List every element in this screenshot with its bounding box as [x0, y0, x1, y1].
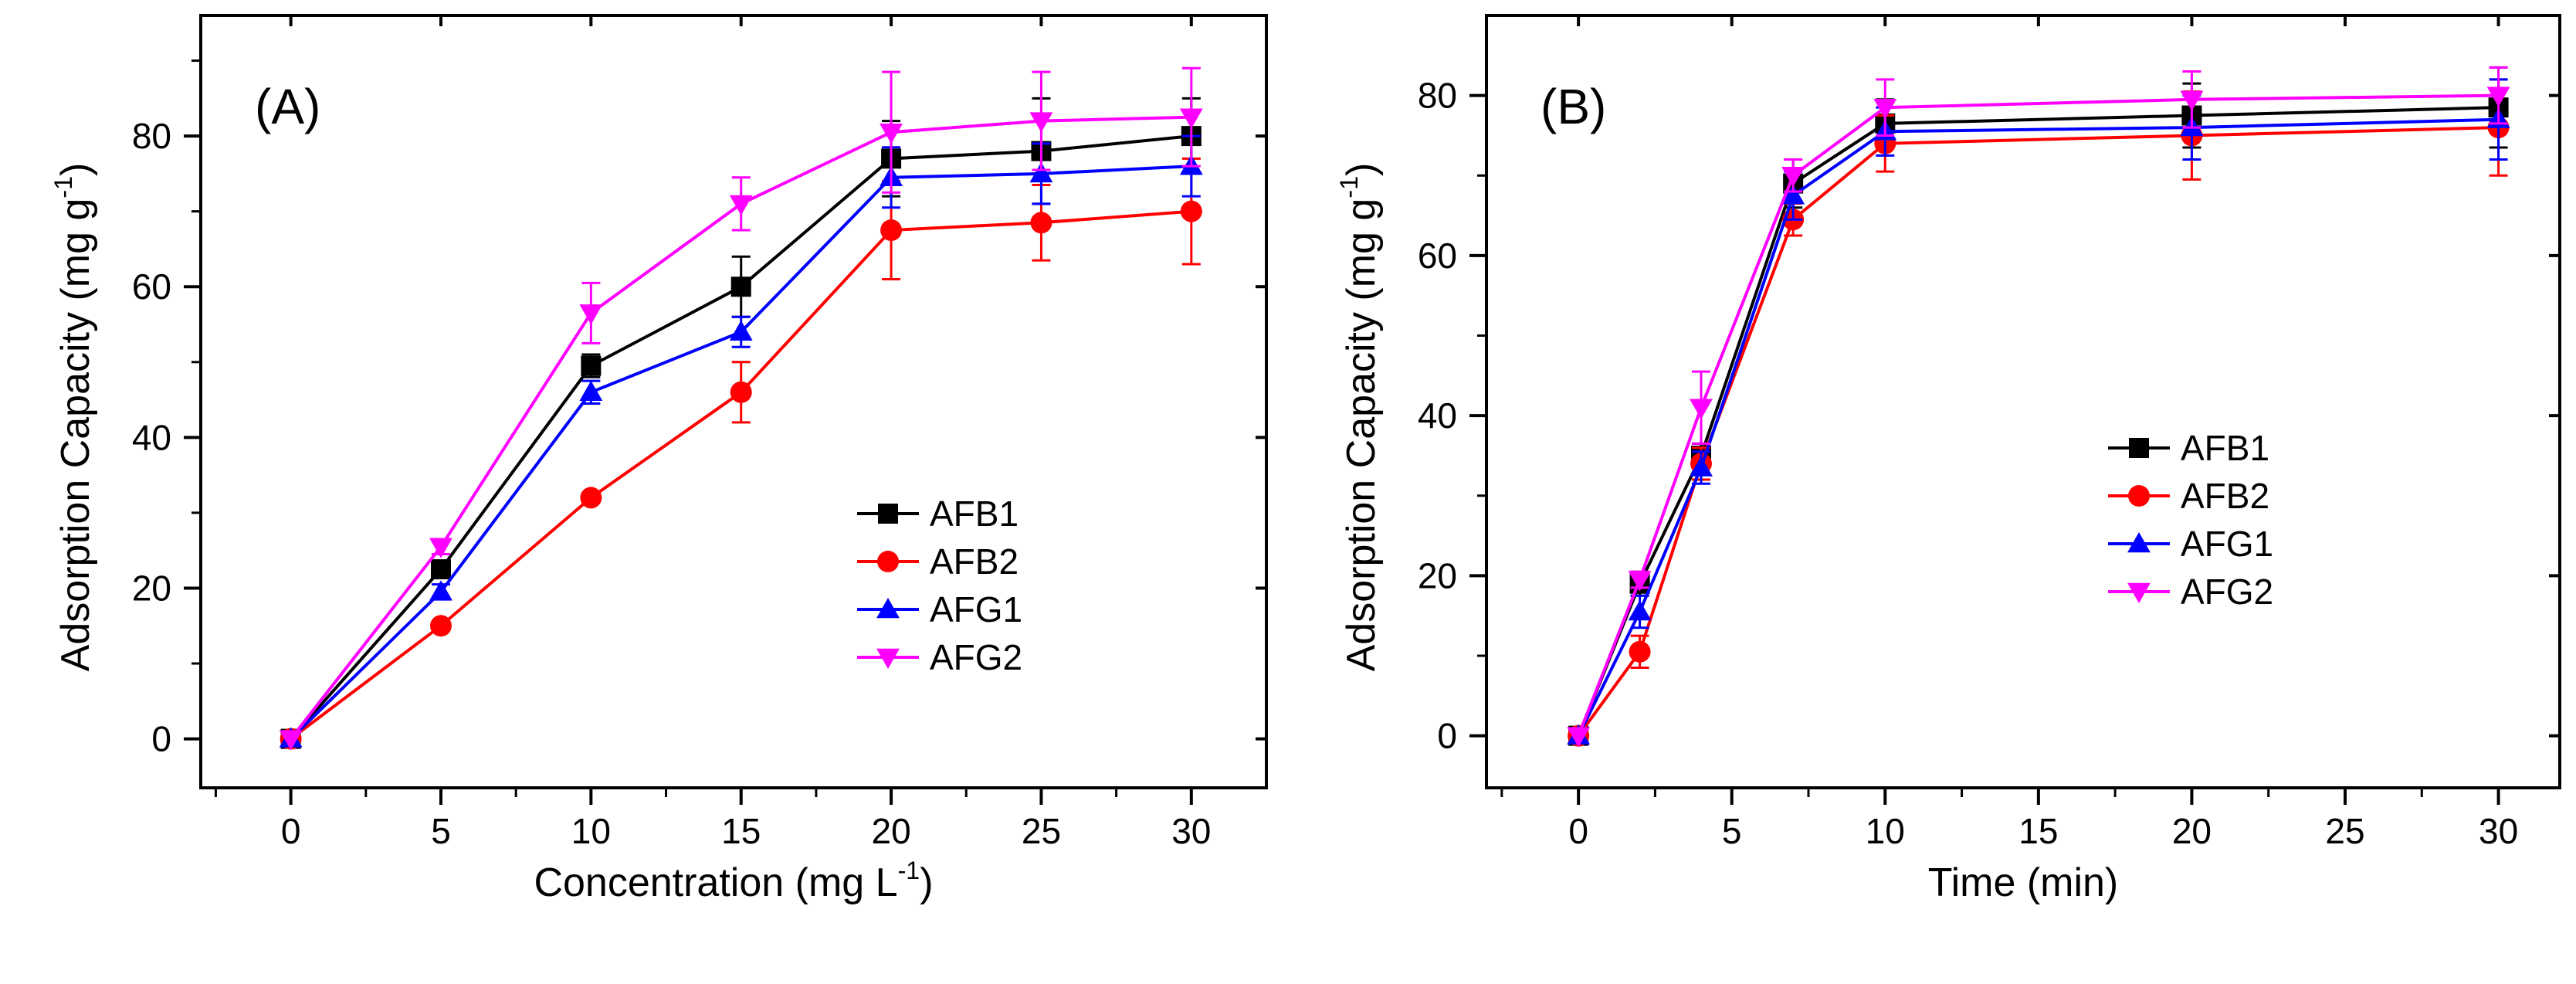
data-point-a-afb2-4	[880, 219, 903, 242]
y-tick-label-b-1: 20	[1418, 555, 1457, 595]
data-point-b-afg2-2	[1690, 399, 1713, 419]
data-point-b-afg1-3	[1781, 184, 1805, 205]
series-line-b-afg2	[1577, 93, 2499, 737]
x-tick-label-b-2: 10	[1866, 811, 1905, 851]
series-line-b-afg1	[1577, 117, 2499, 737]
data-point-a-afb2-5	[1030, 212, 1052, 234]
legend-label-a-afb1: AFB1	[930, 494, 1019, 534]
legend-marker-b-afb1	[2129, 438, 2149, 458]
x-axis-label-b: Time (min)	[1928, 860, 2119, 905]
y-axis-label-a: Adsorption Capacity (mg g-1)	[49, 163, 98, 672]
data-point-a-afg2-5	[1029, 112, 1053, 133]
x-tick-label-a-0: 0	[281, 811, 301, 851]
x-tick-label-a-2: 10	[571, 811, 611, 851]
data-point-a-afb2-3	[730, 381, 752, 403]
plot-frame-a	[199, 14, 1268, 789]
x-tick-label-a-4: 20	[871, 811, 910, 851]
x-tick-label-a-3: 15	[721, 811, 761, 851]
legend-label-b-afg2: AFG2	[2181, 572, 2273, 612]
data-point-a-afg1-3	[729, 320, 753, 341]
x-tick-label-b-1: 5	[1722, 811, 1742, 851]
data-point-a-afg2-0	[279, 730, 303, 751]
data-point-a-afg2-1	[429, 538, 452, 558]
panel-label-a: (A)	[255, 79, 320, 134]
x-tick-label-a-6: 30	[1171, 811, 1211, 851]
legend-a: AFB1 AFB2 AFG1 AFG2	[857, 494, 1022, 677]
data-point-a-afg1-2	[579, 380, 603, 402]
x-tick-label-b-4: 20	[2172, 811, 2212, 851]
series-line-a-afg1	[290, 165, 1191, 741]
series-line-b-afb2	[1577, 126, 2499, 737]
y-tick-label-a-4: 80	[132, 116, 171, 156]
series-a-afg2	[279, 66, 1203, 751]
y-tick-label-b-4: 80	[1418, 76, 1457, 116]
data-point-b-afg2-4	[1873, 98, 1897, 120]
data-point-a-afb1-1	[430, 559, 451, 580]
data-point-b-afg2-3	[1781, 167, 1805, 188]
data-point-b-afg2-5	[2180, 90, 2204, 111]
series-b-afb1	[1568, 66, 2509, 746]
legend-marker-a-afg1	[876, 598, 900, 619]
legend-marker-a-afb2	[877, 551, 899, 572]
data-point-a-afg2-4	[880, 124, 903, 144]
y-tick-label-b-0: 0	[1437, 716, 1457, 756]
legend-label-b-afg1: AFG1	[2181, 524, 2273, 564]
y-tick-label-b-3: 60	[1418, 236, 1457, 276]
data-point-a-afb1-3	[730, 277, 751, 297]
plot-frame-b	[1485, 14, 2561, 789]
legend-label-b-afb2: AFB2	[2181, 476, 2269, 516]
y-tick-label-a-0: 0	[151, 719, 171, 759]
data-point-a-afg1-5	[1029, 161, 1053, 183]
x-tick-label-a-5: 25	[1022, 811, 1061, 851]
data-point-a-afg2-2	[579, 304, 603, 325]
legend-marker-a-afg2	[876, 648, 900, 669]
data-point-b-afg2-6	[2486, 87, 2510, 107]
panel-a: 0 5 10 15 20 25 30 0 20 40 60 80 Concentration (mg L…	[49, 14, 1268, 905]
y-tick-label-a-2: 40	[132, 417, 171, 457]
legend-marker-b-afg2	[2127, 582, 2151, 603]
panel-label-b: (B)	[1541, 79, 1606, 134]
legend-b: AFB1 AFB2 AFG1 AFG2	[2108, 428, 2273, 612]
x-tick-label-b-0: 0	[1568, 811, 1588, 851]
x-tick-label-a-1: 5	[431, 811, 451, 851]
data-point-b-afg1-1	[1628, 600, 1652, 621]
data-point-a-afb1-2	[581, 355, 602, 376]
data-point-a-afg2-3	[729, 195, 753, 215]
data-point-b-afg1-2	[1690, 456, 1713, 477]
series-b-afg1	[1567, 78, 2510, 745]
y-tick-label-a-3: 60	[132, 266, 171, 307]
panel-b: 0 5 10 15 20 25 30 0 20 40 60 80 Time (min) Adsorptio…	[1335, 14, 2561, 905]
data-point-a-afg2-6	[1179, 108, 1203, 129]
series-a-afb2	[280, 157, 1202, 750]
y-axis-label-b: Adsorption Capacity (mg g-1)	[1335, 163, 1384, 672]
x-tick-label-b-6: 30	[2479, 811, 2518, 851]
data-point-b-afg2-1	[1628, 571, 1652, 592]
data-point-a-afb2-1	[429, 615, 452, 637]
legend-label-a-afb2: AFB2	[930, 541, 1019, 582]
data-point-a-afb2-6	[1180, 200, 1202, 222]
legend-marker-a-afb1	[878, 504, 898, 524]
y-tick-label-a-1: 20	[132, 568, 171, 608]
y-tick-label-b-2: 40	[1418, 395, 1457, 436]
data-point-a-afg1-1	[429, 580, 452, 601]
legend-label-a-afg1: AFG1	[930, 589, 1022, 629]
x-axis-label-a: Concentration (mg L-1)	[534, 857, 933, 905]
data-point-b-afb2-1	[1629, 640, 1651, 663]
legend-marker-b-afg1	[2127, 532, 2151, 553]
data-point-a-afb2-2	[580, 487, 602, 509]
data-point-b-afg2-0	[1567, 727, 1591, 748]
x-tick-label-b-3: 15	[2018, 811, 2058, 851]
x-tick-label-b-5: 25	[2325, 811, 2364, 851]
series-b-afb2	[1568, 78, 2510, 747]
series-b-afg2	[1567, 66, 2510, 748]
legend-label-b-afb1: AFB1	[2181, 428, 2269, 468]
legend-marker-b-afb2	[2128, 485, 2150, 507]
legend-label-a-afg2: AFG2	[930, 637, 1022, 677]
